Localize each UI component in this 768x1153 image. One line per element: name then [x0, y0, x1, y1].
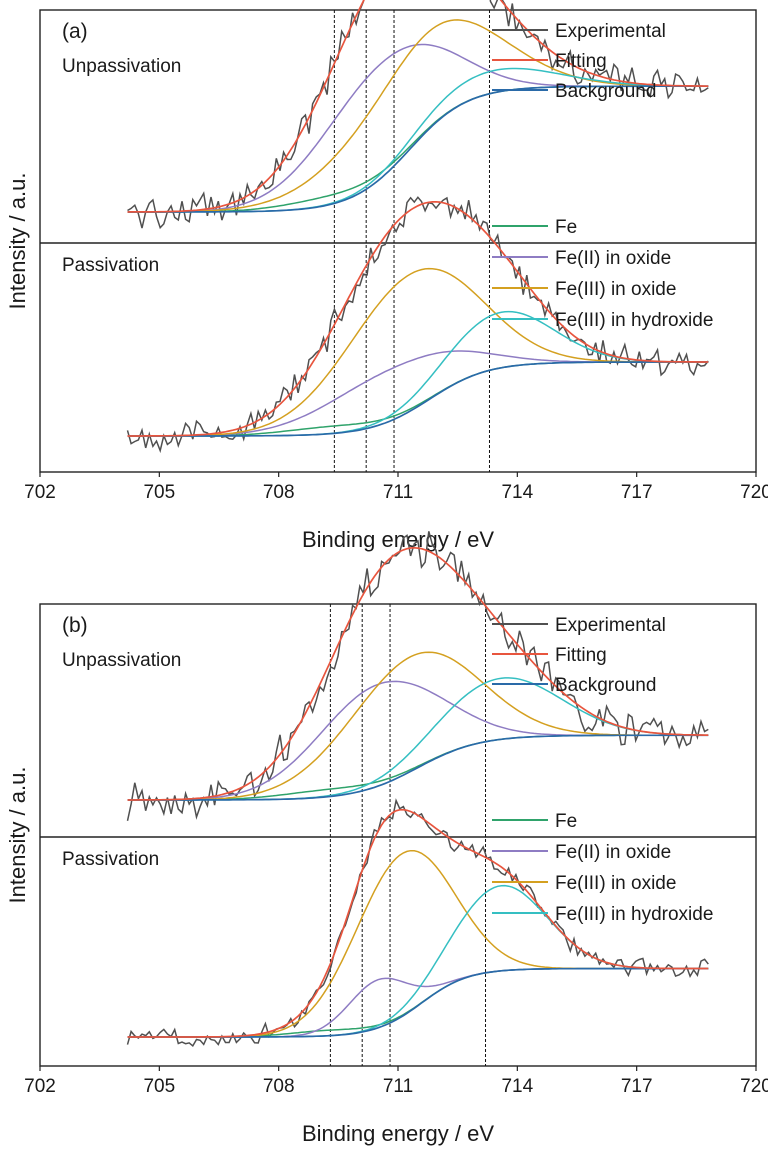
series-fe-iii-in-oxide: [127, 19, 709, 213]
subplot-label: Unpassivation: [62, 650, 181, 671]
series-fitting: [127, 808, 709, 1038]
x-tick-label: 717: [621, 482, 653, 503]
series-background: [127, 967, 709, 1038]
x-tick-label: 720: [740, 482, 768, 503]
y-axis-label: Intensity / a.u.: [5, 173, 30, 310]
series-fe-iii-in-hydroxide: [127, 677, 709, 801]
y-axis-label: Intensity / a.u.: [5, 767, 30, 904]
series-fitting: [127, 200, 709, 437]
plot-frame: [39, 603, 757, 1067]
series-fe-ii-in-oxide: [127, 43, 709, 213]
series-fe: [127, 361, 709, 437]
x-tick-label: 717: [621, 1076, 653, 1097]
x-tick-label: 702: [24, 1076, 56, 1097]
x-tick-label: 708: [263, 482, 295, 503]
series-experimental: [126, 531, 709, 821]
legend-label: Fe: [555, 811, 577, 832]
x-tick-label: 714: [501, 1076, 533, 1097]
legend-label: Fe(II) in oxide: [555, 248, 671, 269]
x-tick-label: 711: [383, 482, 413, 503]
x-tick-label: 714: [501, 482, 533, 503]
legend-bottom: Fe Fe(II) in oxide Fe(III) in oxide Fe(III)…: [492, 811, 713, 925]
subplot-passivation: Passivation: [62, 798, 709, 1048]
series-fe-iii-in-oxide: [127, 267, 709, 437]
panel-a: 702 705 708 711 714 717 720 Binding energy / eV…: [5, 0, 768, 552]
series-fe-ii-in-oxide: [127, 350, 709, 437]
legend-label: Experimental: [555, 21, 666, 42]
x-axis-label: Binding energy / eV: [302, 527, 494, 552]
subplot-label: Unpassivation: [62, 56, 181, 77]
subplot-label: Passivation: [62, 255, 159, 276]
legend-label: Fe(III) in oxide: [555, 279, 676, 300]
panel-b: 702 705 708 711 714 717 720 Binding energy / eV…: [5, 531, 768, 1146]
series-fitting: [127, 546, 709, 801]
subplot-unpassivation: Unpassivation: [62, 531, 709, 821]
legend-label: Background: [555, 675, 656, 696]
series-fe: [127, 85, 709, 213]
legend-label: Experimental: [555, 615, 666, 636]
legend-label: Fe(III) in oxide: [555, 873, 676, 894]
legend-label: Fe: [555, 217, 577, 238]
x-tick-label: 720: [740, 1076, 768, 1097]
series-background: [127, 85, 709, 213]
legend-bottom: Fe Fe(II) in oxide Fe(III) in oxide Fe(III)…: [492, 217, 713, 331]
x-tick-label: 702: [24, 482, 56, 503]
series-fe: [127, 967, 709, 1038]
legend-label: Fitting: [555, 645, 607, 666]
series-background: [127, 361, 709, 437]
legend-label: Fe(III) in hydroxide: [555, 904, 713, 925]
legend-label: Background: [555, 81, 656, 102]
series-background: [127, 734, 709, 801]
legend-label: Fe(II) in oxide: [555, 842, 671, 863]
series-fe-ii-in-oxide: [127, 967, 709, 1038]
x-tick-label: 708: [263, 1076, 295, 1097]
x-axis-label: Binding energy / eV: [302, 1121, 494, 1146]
x-tick-label: 705: [143, 482, 175, 503]
series-experimental: [127, 0, 709, 230]
series-fitting: [127, 0, 709, 213]
plot-frame: [39, 9, 757, 473]
legend-label: Fe(III) in hydroxide: [555, 310, 713, 331]
legend-top: Experimental Fitting Background: [492, 615, 666, 696]
legend-top: Experimental Fitting Background: [492, 21, 666, 102]
x-tick-label: 711: [383, 1076, 413, 1097]
panel-label: (b): [62, 614, 88, 637]
subplot-passivation: Passivation: [62, 196, 709, 454]
panel-label: (a): [62, 20, 88, 43]
subplot-unpassivation: Unpassivation: [62, 0, 709, 230]
x-tick-label: 705: [143, 1076, 175, 1097]
legend-label: Fitting: [555, 51, 607, 72]
subplot-label: Passivation: [62, 849, 159, 870]
